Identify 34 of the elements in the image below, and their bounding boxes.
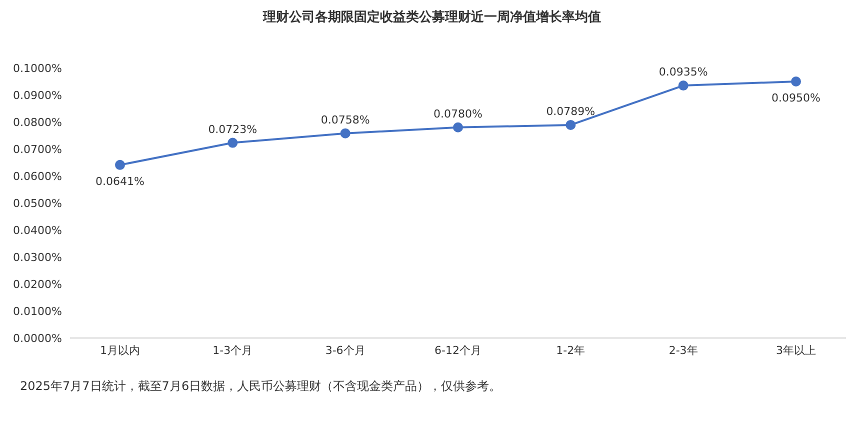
y-tick-label: 0.0600% (13, 170, 62, 183)
y-tick-label: 0.0300% (13, 250, 62, 264)
y-tick-label: 0.1000% (13, 62, 62, 75)
y-tick-label: 0.0800% (13, 116, 62, 129)
y-tick-label: 0.0100% (13, 304, 62, 318)
x-tick-label: 1月以内 (100, 344, 140, 357)
y-tick-label: 0.0900% (13, 88, 62, 102)
data-label: 0.0935% (658, 66, 708, 79)
point (115, 160, 125, 170)
point (228, 138, 238, 148)
point (340, 128, 350, 138)
x-tick-label: 1-2年 (556, 344, 586, 357)
x-tick-label: 6-12个月 (434, 344, 482, 357)
y-tick-label: 0.0700% (13, 142, 62, 156)
x-tick-label: 2-3年 (668, 344, 698, 357)
chart-title: 理财公司各期限固定收益类公募理财近一周净值增长率均值 (262, 8, 602, 27)
data-label: 0.0758% (320, 113, 370, 126)
point (453, 122, 463, 132)
y-tick-label: 0.0400% (13, 224, 62, 237)
y-tick-label: 0.0000% (13, 332, 62, 345)
y-tick-label: 0.0200% (13, 278, 62, 291)
data-label: 0.0780% (434, 107, 482, 120)
data-label: 0.0641% (96, 174, 144, 188)
point (791, 76, 801, 86)
y-tick-label: 0.0500% (13, 196, 62, 210)
point (678, 80, 688, 91)
text: 2025年7月7日统计，截至7月6日数据，人民币公募理财（不含现金类产品），仅供参考。 (20, 378, 502, 395)
x-tick-label: 1-3个月 (212, 344, 253, 357)
data-label: 0.0950% (772, 92, 820, 104)
x-tick-label: 3-6个月 (325, 344, 366, 357)
point (566, 120, 576, 130)
data-label: 0.0789% (546, 104, 596, 118)
data-label: 0.0723% (208, 122, 258, 136)
x-tick-label: 3年以上 (776, 344, 816, 357)
